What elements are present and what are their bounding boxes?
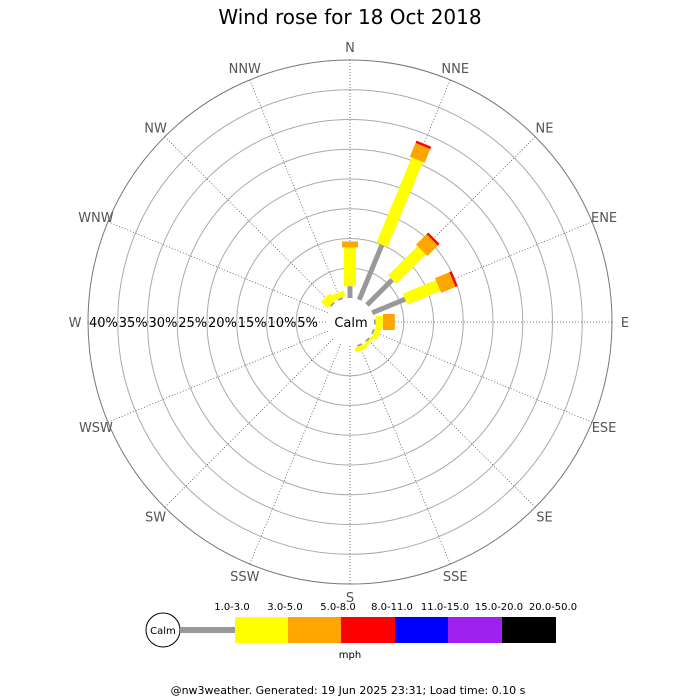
bar-sse-bin-0 <box>356 343 363 347</box>
direction-label-wsw: WSW <box>79 421 113 436</box>
grid-ring <box>176 148 524 496</box>
grid-spoke <box>249 344 342 565</box>
bar-ne-bin-1 <box>387 246 426 285</box>
calm-label: Calm <box>334 316 367 331</box>
grid-ring <box>117 89 583 555</box>
direction-label-w: W <box>69 316 82 331</box>
legend-swatch-1 <box>235 617 288 643</box>
bar-nw-bin-1 <box>321 293 337 309</box>
bar-ene-bin-2 <box>435 272 456 293</box>
grid-ring <box>206 178 494 466</box>
legend-label-4: 11.0-15.0 <box>421 602 469 613</box>
ring-label: 20% <box>208 316 237 331</box>
legend-label-5: 15.0-20.0 <box>475 602 523 613</box>
bar-ese-bin-0 <box>371 328 375 335</box>
grid-spoke <box>366 338 536 508</box>
direction-label-ssw: SSW <box>230 570 260 585</box>
grid-ring <box>266 238 434 406</box>
grid-ring <box>147 119 553 525</box>
legend-swatch-6 <box>502 617 556 643</box>
legend-unit: mph <box>339 650 361 661</box>
bar-nne-bin-3 <box>415 140 432 149</box>
ring-label: 40% <box>89 316 118 331</box>
legend-swatch-4 <box>395 617 448 643</box>
direction-label-e: E <box>621 316 629 331</box>
direction-label-sw: SW <box>145 510 166 525</box>
direction-label-sse: SSE <box>443 570 468 585</box>
legend-swatch-2 <box>288 617 341 643</box>
grid-spoke <box>107 330 328 423</box>
direction-label-s: S <box>346 591 354 606</box>
bar-ese-bin-1 <box>371 326 382 340</box>
grid-spoke <box>164 136 334 306</box>
direction-label-se: SE <box>536 510 552 525</box>
bar-se-bin-1 <box>363 335 375 347</box>
ring-label: 10% <box>268 316 297 331</box>
bar-nne-bin-2 <box>409 142 431 163</box>
grid-spoke <box>358 344 451 565</box>
bar-nnw-bin-1 <box>332 290 346 301</box>
grid-spoke <box>249 79 342 300</box>
legend-label-1: 3.0-5.0 <box>267 602 302 613</box>
bar-nnw-bin-0 <box>337 297 344 301</box>
ring-label: 5% <box>297 316 318 331</box>
legend-label-3: 8.0-11.0 <box>371 602 413 613</box>
direction-label-nne: NNE <box>441 62 469 77</box>
legend-calm-label: Calm <box>150 626 176 637</box>
legend-swatch-0 <box>180 627 235 633</box>
direction-label-nw: NW <box>144 122 167 137</box>
bar-ene-bin-1 <box>402 279 441 305</box>
legend-label-2: 5.0-8.0 <box>320 602 355 613</box>
bar-ne-bin-3 <box>426 232 440 246</box>
legend-label-0: 1.0-3.0 <box>214 602 249 613</box>
direction-label-nnw: NNW <box>229 62 261 77</box>
bar-ene-bin-0 <box>371 296 407 316</box>
bar-nne-bin-1 <box>376 157 423 248</box>
ring-labels: 40% 35% 30% 25% 20% 15% 10% 5% <box>89 316 318 331</box>
bar-se-bin-0 <box>365 337 371 343</box>
legend: Calm 1.0-3.0 3.0-5.0 5.0-8.0 8.0-11.0 11.0-15… <box>145 602 577 661</box>
ring-label: 15% <box>238 316 267 331</box>
bar-nne-bin-0 <box>356 243 385 301</box>
footer-text: @nw3weather. Generated: 19 Jun 2025 23:3… <box>171 684 526 697</box>
grid-ring <box>236 208 464 436</box>
legend-swatch-5 <box>448 617 502 643</box>
grid-spoke <box>107 221 328 314</box>
ring-label: 25% <box>178 316 207 331</box>
calm-circle: Calm <box>326 298 374 346</box>
direction-label-ene: ENE <box>591 211 617 226</box>
chart-title: Wind rose for 18 Oct 2018 <box>218 5 481 29</box>
direction-label-n: N <box>345 41 355 56</box>
bar-nw-bin-0 <box>329 301 335 307</box>
ring-label: 35% <box>119 316 148 331</box>
direction-label-wnw: WNW <box>78 211 114 226</box>
bar-sse-bin-1 <box>354 343 368 353</box>
grid-spoke <box>164 338 334 508</box>
bar-ne-bin-0 <box>365 278 394 307</box>
direction-label-ese: ESE <box>592 421 617 436</box>
legend-swatch-3 <box>341 617 395 643</box>
bar-ne-bin-2 <box>416 234 438 256</box>
legend-label-6: 20.0-50.0 <box>529 602 577 613</box>
direction-labels: N NNE NE ENE E ESE SE SSE S SSW SW WSW W WNW NW NNW <box>69 41 630 606</box>
grid-spoke <box>372 330 593 423</box>
bar-ene-bin-3 <box>449 271 458 287</box>
ring-label: 30% <box>149 316 178 331</box>
direction-label-ne: NE <box>535 122 553 137</box>
wind-bars <box>321 140 458 353</box>
